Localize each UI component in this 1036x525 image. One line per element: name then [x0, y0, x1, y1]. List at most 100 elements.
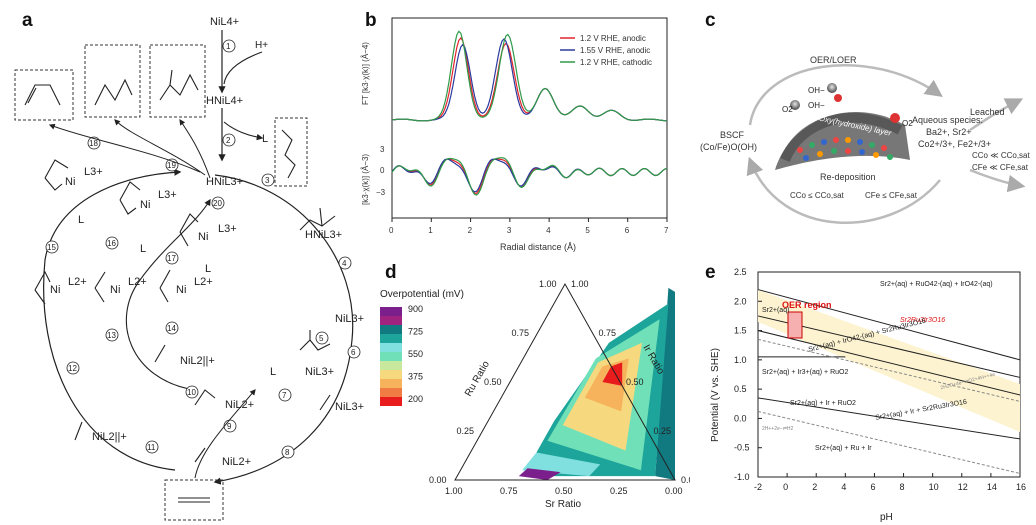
low-fe-label: CFe ≤ CFe,sat [865, 191, 918, 200]
tick-ir-4: 1.00 [571, 279, 589, 289]
ytick-label-e-3: 1.0 [734, 355, 747, 365]
ytick-label-e-1: 2.0 [734, 296, 747, 306]
oh-label-1: OH− [808, 86, 825, 95]
species-sr-aq: Sr2+(aq) [762, 307, 789, 314]
ytick-b-neg3: −3 [376, 188, 386, 197]
atom-dots [797, 137, 893, 161]
step-12: 12 [68, 364, 77, 373]
colorbar-swatch-11 [380, 397, 402, 406]
oxyhydroxide-layer [780, 112, 903, 163]
species-nil4: NiL4+ [210, 16, 239, 28]
tick-ru-4: 1.00 [539, 279, 557, 289]
dashed-boxes [14, 44, 308, 521]
legend-entry-2: 1.55 V RHE, anodic [580, 46, 650, 55]
xtick-label-e-9: 16 [1016, 482, 1026, 492]
ternary-region-6 [602, 362, 623, 386]
species-nil2pi-a: NiL2||+ [180, 355, 215, 367]
redeposition-label: Re-deposition [820, 172, 876, 182]
ni-label-5: Ni [110, 284, 120, 296]
ni-label-4: Ni [50, 284, 60, 296]
cycle-arrow-bottom [746, 156, 941, 225]
colorbar-tick-550: 550 [408, 349, 423, 359]
xtick-label-e-1: 0 [783, 482, 788, 492]
tick-ir-1: 0.25 [654, 426, 672, 436]
species-hnil3-b: HNiL3+ [305, 229, 342, 241]
tick-sr-3: 0.25 [610, 486, 628, 496]
tick-sr-2: 0.50 [555, 486, 573, 496]
step-5: 5 [319, 334, 324, 343]
species-ru-ir: Sr2+(aq) + Ru + Ir [815, 445, 872, 452]
cycle-arc-left [43, 168, 182, 471]
leach-arrow [969, 98, 1024, 132]
oh-label-2: OH− [808, 101, 825, 110]
right-species-1: Ba2+, Sr2+ [926, 127, 972, 137]
product-molecules [24, 69, 296, 503]
axis-sr: Sr Ratio [545, 499, 582, 510]
ni-label-6: Ni [176, 284, 186, 296]
species-hnil4: HNiL4+ [206, 95, 243, 107]
species-nil2-b: NiL2+ [222, 456, 251, 468]
ytick-label-e-4: 0.5 [734, 384, 747, 394]
step-16: 16 [107, 239, 116, 248]
tick-ru-0: 0.00 [429, 475, 447, 485]
species-ir3-ruo2: Sr2+(aq) + Ir3+(aq) + RuO2 [762, 369, 848, 376]
exafs-curves [391, 30, 668, 196]
species-nil3-b: NiL3+ [305, 366, 334, 378]
step-4: 4 [342, 259, 347, 268]
panel-b-chart: 0 1 2 3 4 5 6 7 Radial distance (Å) FT [k3·χ(k)… [361, 17, 669, 252]
l3-label-1: L3+ [84, 166, 103, 178]
step-3: 3 [265, 176, 270, 185]
ligand-l-1: L [262, 133, 268, 145]
ni-label-1: Ni [65, 176, 75, 188]
step-15: 15 [47, 243, 56, 252]
molecule-sketches [34, 159, 336, 463]
inner-arc [125, 198, 211, 391]
step-10: 10 [187, 388, 196, 397]
panel-c-schematic: Oxy(hydroxide) layer O2 OH− OH− O2 OER/L… [700, 55, 1031, 225]
ligand-l-4: L [140, 243, 146, 255]
species-ir-ruo2: Sr2+(aq) + Ir + RuO2 [790, 400, 856, 407]
l3-label-2: L3+ [158, 189, 177, 201]
colorbar-swatch-5 [380, 343, 402, 352]
condition-fe: CFe ≪ CFe,sat [972, 163, 1029, 172]
species-nil3-c: NiL3+ [335, 401, 364, 413]
xtick-label-b-0: 0 [389, 226, 394, 235]
colorbar-swatch-6 [380, 352, 402, 361]
y-axis-label-b-top: FT [k3·χ(k)] (Å−4) [361, 42, 370, 105]
ytick-label-e-5: 0.0 [734, 413, 747, 423]
xtick-label-e-3: 4 [841, 482, 846, 492]
cycle-arc-right [213, 174, 354, 485]
species-nil2-a: NiL2+ [225, 399, 254, 411]
o2-label-1: O2 [782, 105, 793, 114]
species-nil3-a: NiL3+ [335, 313, 364, 325]
tick-ru-2: 0.50 [484, 377, 502, 387]
colorbar-swatch-9 [380, 379, 402, 388]
colorbar-swatch-10 [380, 388, 402, 397]
low-co-label: CCo ≤ CCo,sat [790, 191, 845, 200]
ytick-label-e-7: -1.0 [734, 472, 750, 482]
top-label-oer: OER/LOER [810, 55, 857, 65]
tick-sr-4: 0.00 [665, 486, 683, 496]
pourbaix-ticks: -2 0 2 4 6 8 10 12 14 16 2.5 2.0 1.5 1.0 0.5 0.0 -0.5 -1.… [734, 267, 1026, 492]
step-13: 13 [107, 331, 116, 340]
xtick-label-b-6: 6 [625, 226, 630, 235]
step-14: 14 [167, 324, 176, 333]
species-nil2pi-b: NiL2||+ [92, 431, 127, 443]
ligand-l-5: L [205, 263, 211, 275]
ytick-label-e-6: -0.5 [734, 443, 750, 453]
step-8: 8 [285, 448, 290, 457]
right-title: Aqueous species: [912, 115, 983, 125]
species-sr2ru3ir3-a: Sr2Ru3Ir3O16 [900, 317, 945, 324]
ternary-ticks: 1.00 0.75 0.50 0.25 0.000.000.250.500.751.00… [429, 279, 690, 496]
xtick-label-b-2: 2 [468, 226, 473, 235]
arrow-h-plus [223, 51, 263, 85]
x-axis-label-b: Radial distance (Å) [500, 242, 576, 252]
ni-label-2: Ni [140, 199, 150, 211]
ytick-label-e-0: 2.5 [734, 267, 747, 277]
oer-region-label: OER region [782, 300, 832, 310]
step-2: 2 [226, 136, 231, 145]
o2-molecule-2 [890, 113, 900, 123]
ytick-label-e-2: 1.5 [734, 326, 747, 336]
panel-label-b: b [365, 10, 377, 31]
